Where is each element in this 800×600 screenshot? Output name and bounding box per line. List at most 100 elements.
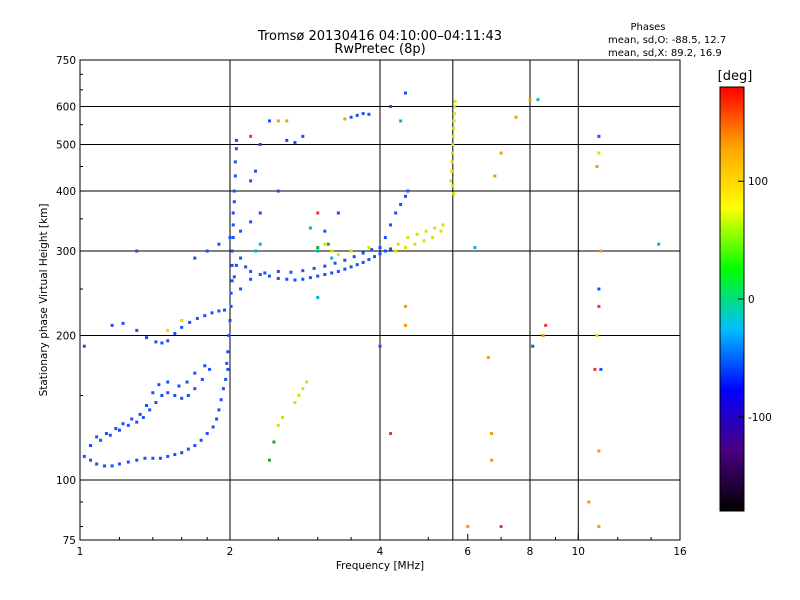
data-point (276, 119, 280, 123)
data-point (193, 371, 197, 375)
data-point (453, 105, 457, 109)
data-point (595, 164, 599, 168)
data-point (349, 115, 353, 119)
x-tick-label: 6 (464, 546, 471, 558)
data-point (193, 256, 197, 260)
data-point (217, 242, 221, 246)
data-point (323, 273, 327, 277)
data-point (228, 236, 232, 240)
colorbar-tick-label: 100 (748, 176, 768, 188)
data-point (343, 267, 347, 271)
data-point (276, 189, 280, 193)
data-point (336, 211, 340, 215)
data-point (394, 249, 398, 253)
data-point (367, 246, 371, 250)
data-point (231, 211, 235, 215)
data-point (433, 226, 437, 230)
data-point (231, 223, 235, 227)
data-point (451, 134, 455, 138)
data-point (441, 223, 445, 227)
chart-subtitle: RwPretec (8p) (334, 42, 425, 57)
data-point (228, 318, 232, 322)
data-point (514, 115, 518, 119)
data-point (599, 249, 603, 253)
data-point (180, 451, 184, 455)
data-point (593, 367, 597, 371)
data-point (343, 258, 347, 262)
data-point (450, 169, 454, 173)
data-point (486, 355, 490, 359)
data-point (89, 458, 93, 462)
data-point (230, 249, 234, 253)
data-point (285, 277, 289, 281)
data-point (135, 328, 139, 332)
data-point (148, 408, 152, 412)
data-point (227, 334, 231, 338)
colorbar-tick-label: -100 (748, 412, 772, 424)
data-point (490, 458, 494, 462)
data-point (180, 396, 184, 400)
data-point (138, 412, 142, 416)
x-tick-label: 10 (572, 546, 585, 558)
data-point (217, 309, 221, 313)
data-point (233, 174, 237, 178)
data-point (224, 377, 228, 381)
data-point (597, 287, 601, 291)
data-point (355, 113, 359, 117)
data-point (330, 256, 334, 260)
phases-header: Phases (630, 22, 665, 33)
data-point (267, 274, 271, 278)
data-point (413, 242, 417, 246)
data-point (203, 364, 207, 368)
data-point (493, 174, 497, 178)
data-point (289, 270, 293, 274)
data-point (114, 427, 118, 431)
phases-o-stats: mean, sd,O: -88.5, 12.7 (608, 35, 726, 46)
data-point (239, 229, 243, 233)
data-point (215, 417, 219, 421)
data-point (308, 226, 312, 230)
data-point (151, 391, 155, 395)
data-point (193, 444, 197, 448)
data-point (597, 304, 601, 308)
data-point (361, 112, 365, 116)
data-point (82, 454, 86, 458)
data-point (595, 334, 599, 338)
data-point (453, 99, 457, 103)
x-tick-label: 8 (527, 546, 534, 558)
data-point (195, 317, 199, 321)
data-point (186, 447, 190, 451)
data-point (121, 321, 125, 325)
data-point (285, 119, 289, 123)
data-point (544, 323, 548, 327)
colorbar-ticks: 100 0 -100 (738, 176, 772, 424)
data-point (211, 425, 215, 429)
data-point (232, 189, 236, 193)
data-point (370, 248, 374, 252)
data-point (403, 91, 407, 95)
data-point (389, 432, 393, 436)
colorbar-label: [deg] (718, 69, 753, 84)
data-point (226, 350, 230, 354)
x-axis-label: Frequency [MHz] (336, 560, 424, 572)
data-point (597, 151, 601, 155)
x-tick-label: 4 (377, 546, 384, 558)
data-point (389, 247, 393, 251)
data-point (143, 456, 147, 460)
data-point (323, 229, 327, 233)
data-point (316, 296, 320, 300)
data-point (141, 415, 145, 419)
data-point (173, 394, 177, 398)
data-point (151, 456, 155, 460)
data-point (205, 249, 209, 253)
data-point (536, 98, 540, 102)
data-point (276, 423, 280, 427)
data-point (230, 263, 234, 267)
data-point (82, 344, 86, 348)
data-point (253, 169, 257, 173)
data-point (389, 223, 393, 227)
data-point (210, 311, 214, 315)
data-point (234, 263, 238, 267)
data-point (336, 269, 340, 273)
